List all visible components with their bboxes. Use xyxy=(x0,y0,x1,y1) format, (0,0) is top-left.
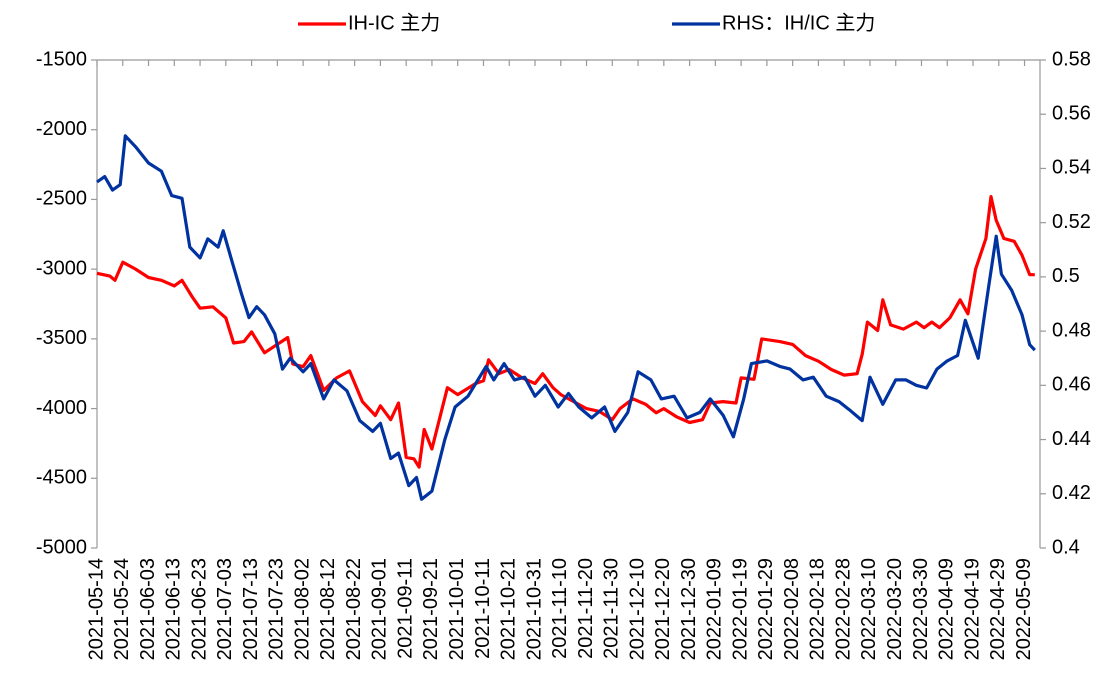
y-tick-label: -5000 xyxy=(36,536,87,558)
x-tick-label: 2021-06-23 xyxy=(188,558,210,660)
x-tick-label: 2021-11-10 xyxy=(549,558,571,659)
x-tick-label: 2022-01-09 xyxy=(704,558,726,660)
y2-tick-label: 0.46 xyxy=(1052,374,1091,396)
x-tick-label: 2022-03-10 xyxy=(858,558,880,660)
x-tick-label: 2022-04-09 xyxy=(936,558,958,660)
series-line xyxy=(96,195,1035,469)
x-tick-label: 2021-09-11 xyxy=(394,558,416,659)
series-line xyxy=(96,134,1036,501)
x-tick-label: 2021-09-01 xyxy=(369,558,391,660)
x-tick-label: 2021-08-12 xyxy=(317,558,339,660)
x-tick-label: 2021-09-21 xyxy=(420,558,442,660)
x-tick-label: 2022-04-19 xyxy=(961,558,983,660)
x-tick-label: 2021-05-14 xyxy=(85,558,107,660)
y-tick-label: -1500 xyxy=(36,48,87,70)
x-tick-label: 2022-02-18 xyxy=(807,558,829,660)
y-tick-label: -3000 xyxy=(36,257,87,279)
legend-label: IH-IC 主力 xyxy=(348,11,440,34)
x-tick-label: 2021-10-11 xyxy=(472,558,494,659)
x-tick-label: 2022-01-19 xyxy=(729,558,751,660)
x-tick-label: 2021-07-13 xyxy=(240,558,262,660)
y2-tick-label: 0.42 xyxy=(1052,482,1091,504)
x-tick-label: 2022-03-30 xyxy=(910,558,932,660)
x-tick-label: 2021-08-02 xyxy=(291,558,313,660)
y-tick-label: -3500 xyxy=(36,327,87,349)
y2-tick-label: 0.54 xyxy=(1052,157,1091,179)
y-tick-label: -2500 xyxy=(36,188,87,210)
y2-tick-label: 0.5 xyxy=(1052,265,1080,287)
x-tick-label: 2021-06-13 xyxy=(163,558,185,660)
x-tick-label: 2022-04-29 xyxy=(987,558,1009,660)
x-tick-label: 2021-08-22 xyxy=(343,558,365,660)
x-tick-label: 2021-11-30 xyxy=(601,558,623,659)
x-tick-label: 2021-12-10 xyxy=(626,558,648,660)
x-tick-label: 2021-06-03 xyxy=(137,558,159,660)
y-tick-label: -2000 xyxy=(36,118,87,140)
x-tick-label: 2021-07-23 xyxy=(266,558,288,660)
y-tick-label: -4000 xyxy=(36,397,87,419)
x-tick-label: 2022-01-29 xyxy=(755,558,777,660)
x-tick-label: 2022-03-20 xyxy=(884,558,906,660)
x-tick-label: 2021-11-20 xyxy=(575,558,597,659)
legend-label: RHS：IH/IC 主力 xyxy=(722,11,875,34)
y2-tick-label: 0.48 xyxy=(1052,319,1091,341)
y-tick-label: -4500 xyxy=(36,467,87,489)
x-tick-label: 2021-12-20 xyxy=(652,558,674,660)
y2-tick-label: 0.44 xyxy=(1052,428,1091,450)
x-tick-label: 2021-10-21 xyxy=(498,558,520,660)
y2-tick-label: 0.4 xyxy=(1052,536,1080,558)
x-tick-label: 2021-10-31 xyxy=(523,558,545,660)
x-tick-label: 2021-07-03 xyxy=(214,558,236,660)
y2-tick-label: 0.52 xyxy=(1052,211,1091,233)
x-tick-label: 2022-02-08 xyxy=(781,558,803,660)
x-tick-label: 2022-02-28 xyxy=(832,558,854,660)
x-tick-label: 2022-05-09 xyxy=(1013,558,1035,660)
y2-tick-label: 0.58 xyxy=(1052,48,1091,70)
x-tick-label: 2021-05-24 xyxy=(111,558,133,660)
y2-tick-label: 0.56 xyxy=(1052,103,1091,125)
x-tick-label: 2021-12-30 xyxy=(678,558,700,660)
x-tick-label: 2021-10-01 xyxy=(446,558,468,660)
